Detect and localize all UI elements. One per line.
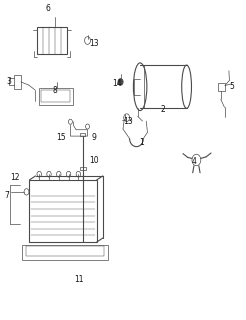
Circle shape xyxy=(118,79,123,85)
Text: 6: 6 xyxy=(46,4,51,13)
Text: 2: 2 xyxy=(161,105,166,114)
Text: 15: 15 xyxy=(56,133,65,142)
Text: 5: 5 xyxy=(230,82,234,91)
Text: 8: 8 xyxy=(52,86,57,95)
Text: 10: 10 xyxy=(89,156,98,164)
Text: 7: 7 xyxy=(4,190,9,200)
Text: 13: 13 xyxy=(89,39,98,48)
Text: 3: 3 xyxy=(7,77,12,86)
Text: 4: 4 xyxy=(191,157,196,166)
Text: 13: 13 xyxy=(123,117,133,126)
Text: 9: 9 xyxy=(91,133,96,142)
Text: 12: 12 xyxy=(11,173,20,182)
Text: 14: 14 xyxy=(112,79,122,88)
Text: 1: 1 xyxy=(139,138,144,147)
Text: 11: 11 xyxy=(74,275,84,284)
